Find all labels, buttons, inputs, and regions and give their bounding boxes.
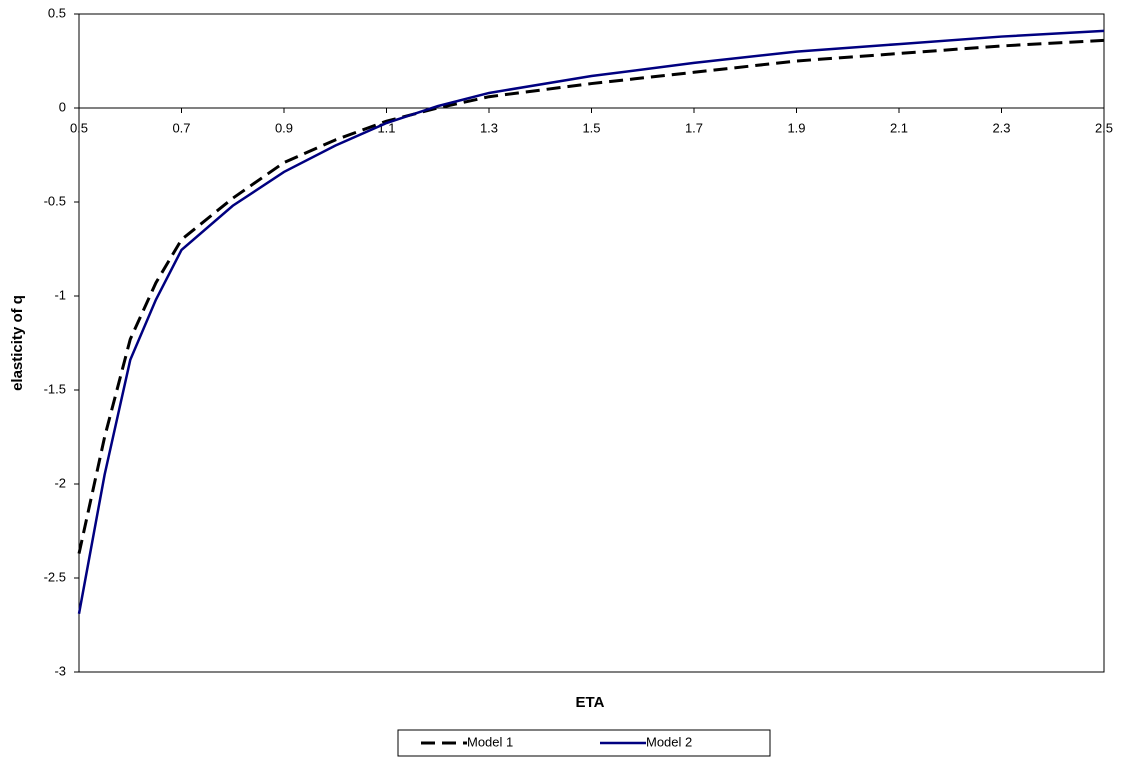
plot-area — [78, 13, 1105, 673]
series-line — [77, 29, 1105, 614]
x-tick-label: 1.7 — [685, 120, 703, 135]
x-tick-label: 2.1 — [890, 120, 908, 135]
y-tick-label: -1.5 — [44, 381, 66, 396]
y-tick-label: -1 — [54, 287, 66, 302]
x-tick-label: 0.7 — [172, 120, 190, 135]
x-tick-label: 1.9 — [787, 120, 805, 135]
legend-label: Model 2 — [646, 734, 692, 749]
y-axis-title: elasticity of q — [9, 295, 26, 391]
y-tick-label: -0.5 — [44, 193, 66, 208]
x-tick-label: 0.5 — [70, 120, 88, 135]
x-tick-label: 1.3 — [480, 120, 498, 135]
legend-label: Model 1 — [467, 734, 513, 749]
series-line — [77, 38, 1105, 554]
legend — [397, 729, 771, 757]
x-tick-label: 1.5 — [582, 120, 600, 135]
x-tick-label: 0.9 — [275, 120, 293, 135]
x-axis-title: ETA — [576, 694, 605, 711]
y-tick-label: -3 — [54, 663, 66, 678]
x-tick-label: 2.5 — [1095, 120, 1113, 135]
y-tick-label: 0 — [59, 99, 66, 114]
y-tick-label: -2 — [54, 475, 66, 490]
x-tick-label: 2.3 — [992, 120, 1010, 135]
y-tick-label: -2.5 — [44, 569, 66, 584]
y-tick-label: 0.5 — [48, 5, 66, 20]
